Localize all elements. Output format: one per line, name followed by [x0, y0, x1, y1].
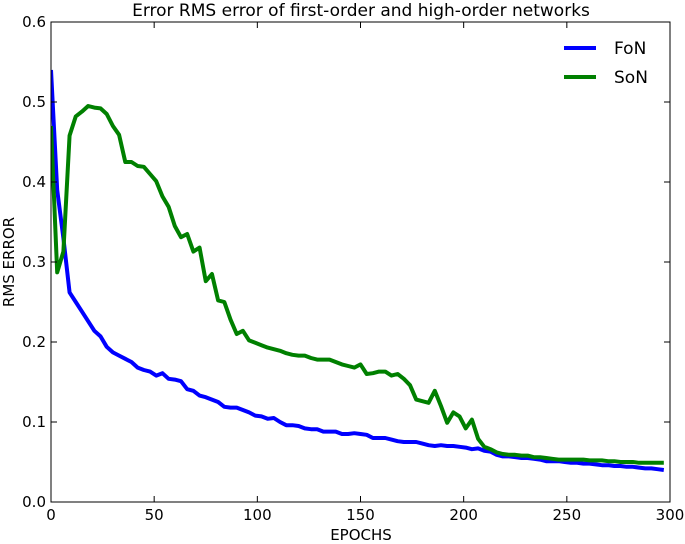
y-axis-label: RMS ERROR [0, 217, 18, 307]
x-tick-label: 200 [449, 506, 478, 524]
y-tick-label: 0.4 [22, 173, 46, 191]
legend-label-son: SoN [614, 68, 648, 88]
legend-label-fon: FoN [614, 39, 646, 59]
series-line-son [51, 104, 664, 465]
y-tick-label: 0.5 [22, 93, 46, 111]
x-tick-label: 250 [553, 506, 582, 524]
plot-frame [50, 21, 671, 503]
x-tick-label: 50 [145, 506, 164, 524]
chart-title: Error RMS error of first-order and high-… [132, 1, 590, 21]
y-tick-label: 0.1 [22, 413, 46, 431]
x-tick-label: 150 [346, 506, 375, 524]
legend: FoN SoN [564, 39, 648, 88]
x-tick-label: 100 [243, 506, 272, 524]
y-tick-label: 0.6 [22, 13, 46, 31]
series-line-fon [51, 69, 665, 472]
y-tick-label: 0.2 [22, 333, 46, 351]
x-tick-label: 0 [46, 506, 56, 524]
x-tick-label: 300 [656, 506, 685, 524]
x-axis-label: EPOCHS [330, 526, 392, 540]
plot-area: 0 50 100 150 200 250 300 0.0 0.1 0.2 0.3 0.4 0.5 0.6 [22, 13, 684, 524]
y-tick-label: 0.3 [22, 253, 46, 271]
y-tick-label: 0.0 [22, 493, 46, 511]
